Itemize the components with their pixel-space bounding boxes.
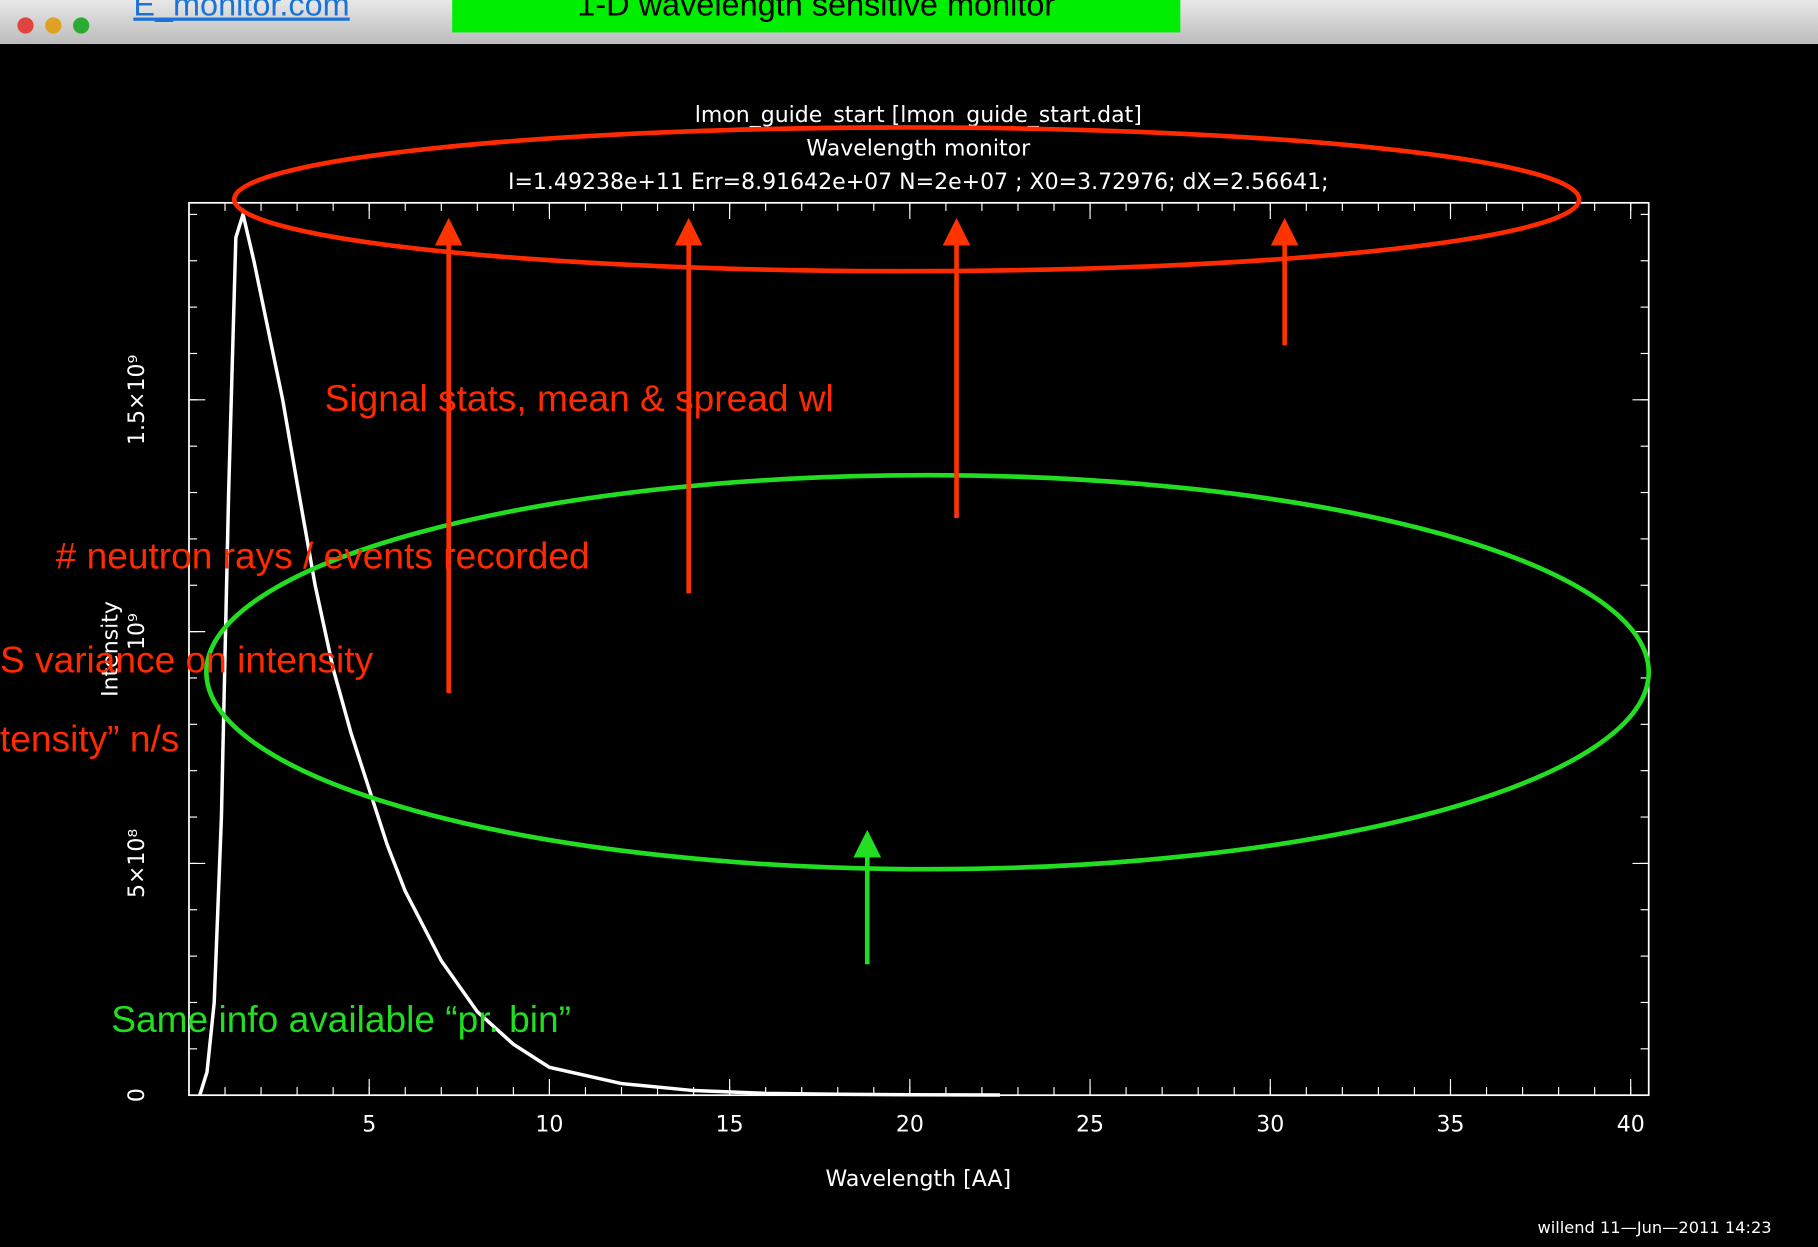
chart-subtitle: Wavelength monitor <box>806 137 1031 162</box>
bin-ellipse <box>204 472 1652 872</box>
close-button[interactable] <box>17 17 34 34</box>
x-axis-label: Wavelength [AA] <box>825 1167 1011 1192</box>
badge-box <box>452 0 1181 33</box>
x-tick-label: 30 <box>1256 1112 1284 1137</box>
x-tick-label: 25 <box>1076 1112 1104 1137</box>
minimize-button[interactable] <box>45 17 62 34</box>
x-tick-label: 10 <box>535 1112 563 1137</box>
y-tick-label: 1.5×10⁹ <box>125 355 150 445</box>
footer: willend 11—Jun—2011 14:23 <box>1537 1218 1771 1237</box>
x-tick-label: 5 <box>362 1112 376 1137</box>
annotation: tensity” n/s <box>0 718 179 760</box>
link[interactable]: E_monitor.com <box>133 0 349 23</box>
x-tick-label: 20 <box>896 1112 924 1137</box>
annotations: Signal stats, mean & spread wl # neutron… <box>0 125 1652 1040</box>
badge: 1-D wavelength sensitive monitor <box>577 0 1055 23</box>
plot: lmon_guide_start [lmon_guide_start.dat] … <box>98 103 1771 1237</box>
y-tick-label: 5×10⁸ <box>125 829 150 898</box>
stats-ellipse <box>231 125 1582 274</box>
x-tick-label: 35 <box>1436 1112 1464 1137</box>
x-tick-label: 40 <box>1617 1112 1645 1137</box>
y-tick-label: 10⁹ <box>125 613 150 650</box>
y-tick-label: 0 <box>125 1088 150 1102</box>
zoom-button[interactable] <box>73 17 90 34</box>
x-tick-label: 15 <box>716 1112 744 1137</box>
annotation: Same info available “pr. bin” <box>111 998 571 1040</box>
data-line <box>198 207 1000 1097</box>
annotation: S variance on intensity <box>0 639 374 681</box>
chart-stats: I=1.49238e+11 Err=8.91642e+07 N=2e+07 ; … <box>508 170 1329 195</box>
annotation: # neutron rays / events recorded <box>56 534 590 576</box>
chart-title: lmon_guide_start [lmon_guide_start.dat] <box>695 103 1142 128</box>
annotation: Signal stats, mean & spread wl <box>325 377 834 419</box>
y-axis-label: Intensity <box>98 601 123 697</box>
